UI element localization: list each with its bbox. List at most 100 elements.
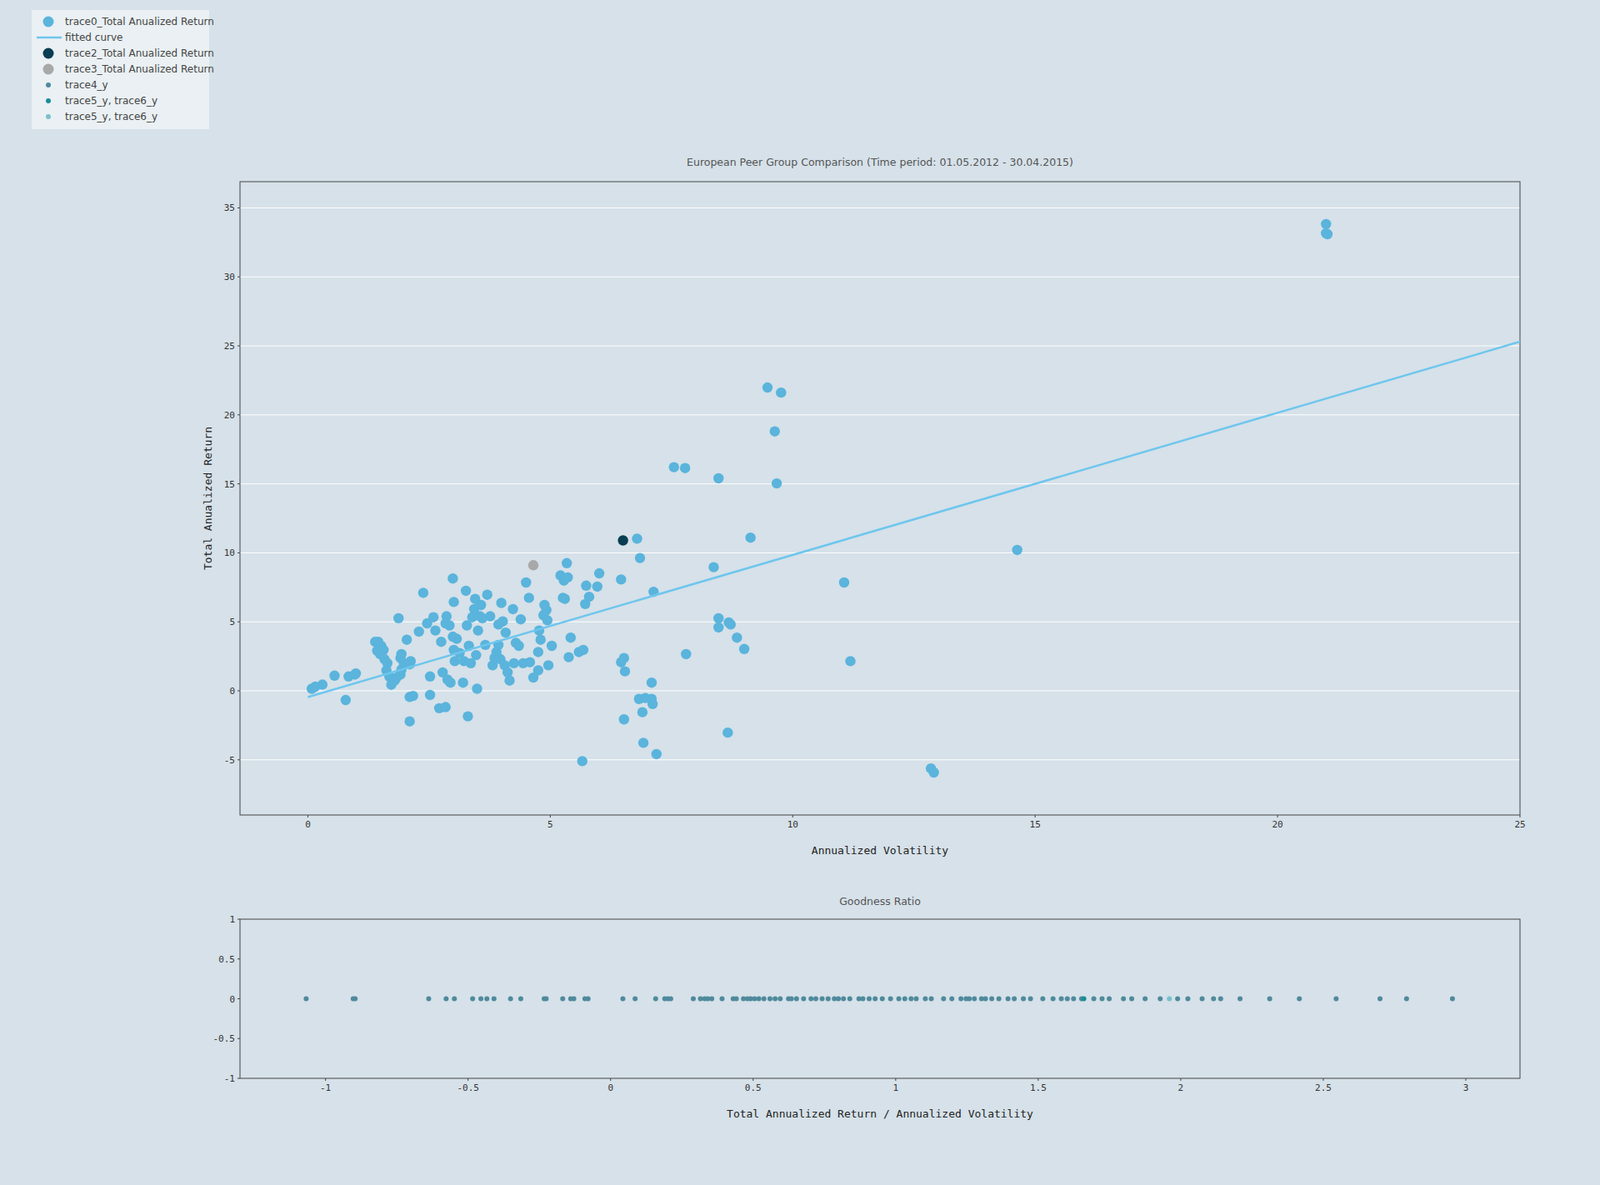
y-tick — [237, 759, 240, 760]
scatter-point — [435, 636, 446, 647]
x-tick-label: 2 — [1178, 1082, 1185, 1094]
scatter-point — [880, 996, 885, 1002]
scatter-point — [813, 996, 819, 1002]
scatter-point — [635, 552, 645, 563]
y-tick — [237, 483, 240, 485]
scatter-point — [428, 612, 439, 623]
y-tick — [237, 919, 240, 920]
scatter-point — [820, 996, 825, 1002]
y-tick-label: 10 — [224, 547, 235, 559]
y-tick-label: -0.5 — [213, 1033, 236, 1045]
legend-label: trace5_y, trace6_y — [65, 95, 158, 107]
scatter-point — [762, 382, 773, 393]
scatter-point — [495, 597, 506, 608]
scatter-point — [571, 996, 577, 1002]
scatter-point — [1065, 996, 1070, 1002]
scatter-point — [620, 996, 625, 1002]
y-tick-label: -1 — [224, 1073, 235, 1085]
scatter-point — [425, 996, 431, 1002]
scatter-point — [444, 620, 455, 630]
scatter-point — [966, 996, 972, 1002]
scatter-point — [713, 622, 724, 633]
scatter-point — [535, 635, 546, 645]
scatter-point — [513, 640, 524, 651]
plot-frame — [240, 919, 1520, 1079]
scatter-point — [1081, 996, 1087, 1002]
x-tick — [752, 1078, 754, 1081]
scatter-point — [722, 727, 733, 738]
scatter-point — [340, 695, 351, 705]
scatter-point — [408, 690, 419, 701]
y-tick-label: 15 — [224, 479, 235, 490]
x-tick-label: 10 — [787, 819, 799, 830]
scatter-point — [651, 749, 662, 760]
y-tick-label: 5 — [229, 616, 235, 628]
scatter-point — [777, 996, 783, 1002]
scatter-point — [448, 596, 459, 607]
scatter-point — [508, 996, 514, 1002]
scatter-point — [457, 677, 468, 688]
legend-label: trace5_y, trace6_y — [65, 110, 158, 123]
x-tick-label: -0.5 — [456, 1082, 480, 1094]
y-tick — [237, 958, 240, 960]
scatter-point — [772, 996, 778, 1002]
chart-1: -1-0.500.511.522.53-1-0.500.51Goodness R… — [213, 895, 1521, 1120]
y-tick — [237, 207, 240, 209]
scatter-point — [497, 615, 508, 626]
y-tick — [237, 998, 240, 1000]
scatter-point — [1320, 219, 1331, 230]
scatter-point — [775, 387, 786, 398]
grid-line — [240, 207, 1520, 209]
scatter-point — [1005, 996, 1011, 1002]
scatter-point — [669, 461, 680, 472]
scatter-point — [789, 996, 795, 1002]
scatter-point — [329, 670, 340, 681]
scatter-point — [958, 996, 964, 1002]
scatter-point — [470, 996, 475, 1002]
grid-line — [240, 759, 1520, 760]
scatter-point — [1120, 996, 1126, 1002]
scatter-point — [425, 690, 435, 700]
scatter-point — [541, 605, 552, 615]
y-tick — [237, 345, 240, 347]
scatter-point — [1011, 996, 1017, 1002]
scatter-point — [317, 679, 328, 690]
scatter-point — [928, 767, 939, 778]
scatter-point — [460, 585, 471, 596]
x-tick-label: -1 — [320, 1082, 331, 1094]
y-tick — [237, 276, 240, 278]
scatter-point — [929, 996, 935, 1002]
scatter-point — [637, 706, 648, 717]
scatter-point — [478, 996, 484, 1002]
scatter-point — [866, 996, 872, 1002]
scatter-point — [1377, 996, 1383, 1002]
y-tick-label: 0.5 — [218, 954, 235, 965]
scatter-point — [847, 996, 853, 1002]
y-tick-label: 0 — [229, 685, 235, 697]
y-tick-label: -5 — [224, 755, 235, 766]
x-tick — [325, 1078, 326, 1081]
x-tick-label: 25 — [1514, 819, 1525, 830]
scatter-point — [594, 568, 605, 579]
scatter-point — [1185, 996, 1190, 1002]
scatter-point — [653, 996, 659, 1002]
x-tick — [792, 815, 794, 818]
scatter-point — [543, 996, 549, 1002]
scatter-point — [518, 996, 524, 1002]
y-tick — [237, 1078, 240, 1080]
chart-0: 0510152025-505101520253035European Peer … — [201, 155, 1526, 857]
scatter-point — [401, 635, 412, 645]
scatter-point — [543, 660, 554, 670]
scatter-point — [713, 473, 724, 484]
x-tick-label: 5 — [547, 819, 554, 830]
scatter-point — [835, 996, 841, 1002]
x-tick — [1277, 815, 1279, 818]
scatter-point — [1450, 996, 1455, 1002]
scatter-point — [484, 996, 490, 1002]
legend-label: fitted curve — [65, 31, 123, 44]
scatter-point — [619, 653, 630, 664]
grid-line — [240, 552, 1520, 554]
y-axis-label: Total Anualized Return — [201, 426, 215, 570]
scatter-point — [472, 625, 483, 635]
scatter-point — [418, 587, 429, 598]
